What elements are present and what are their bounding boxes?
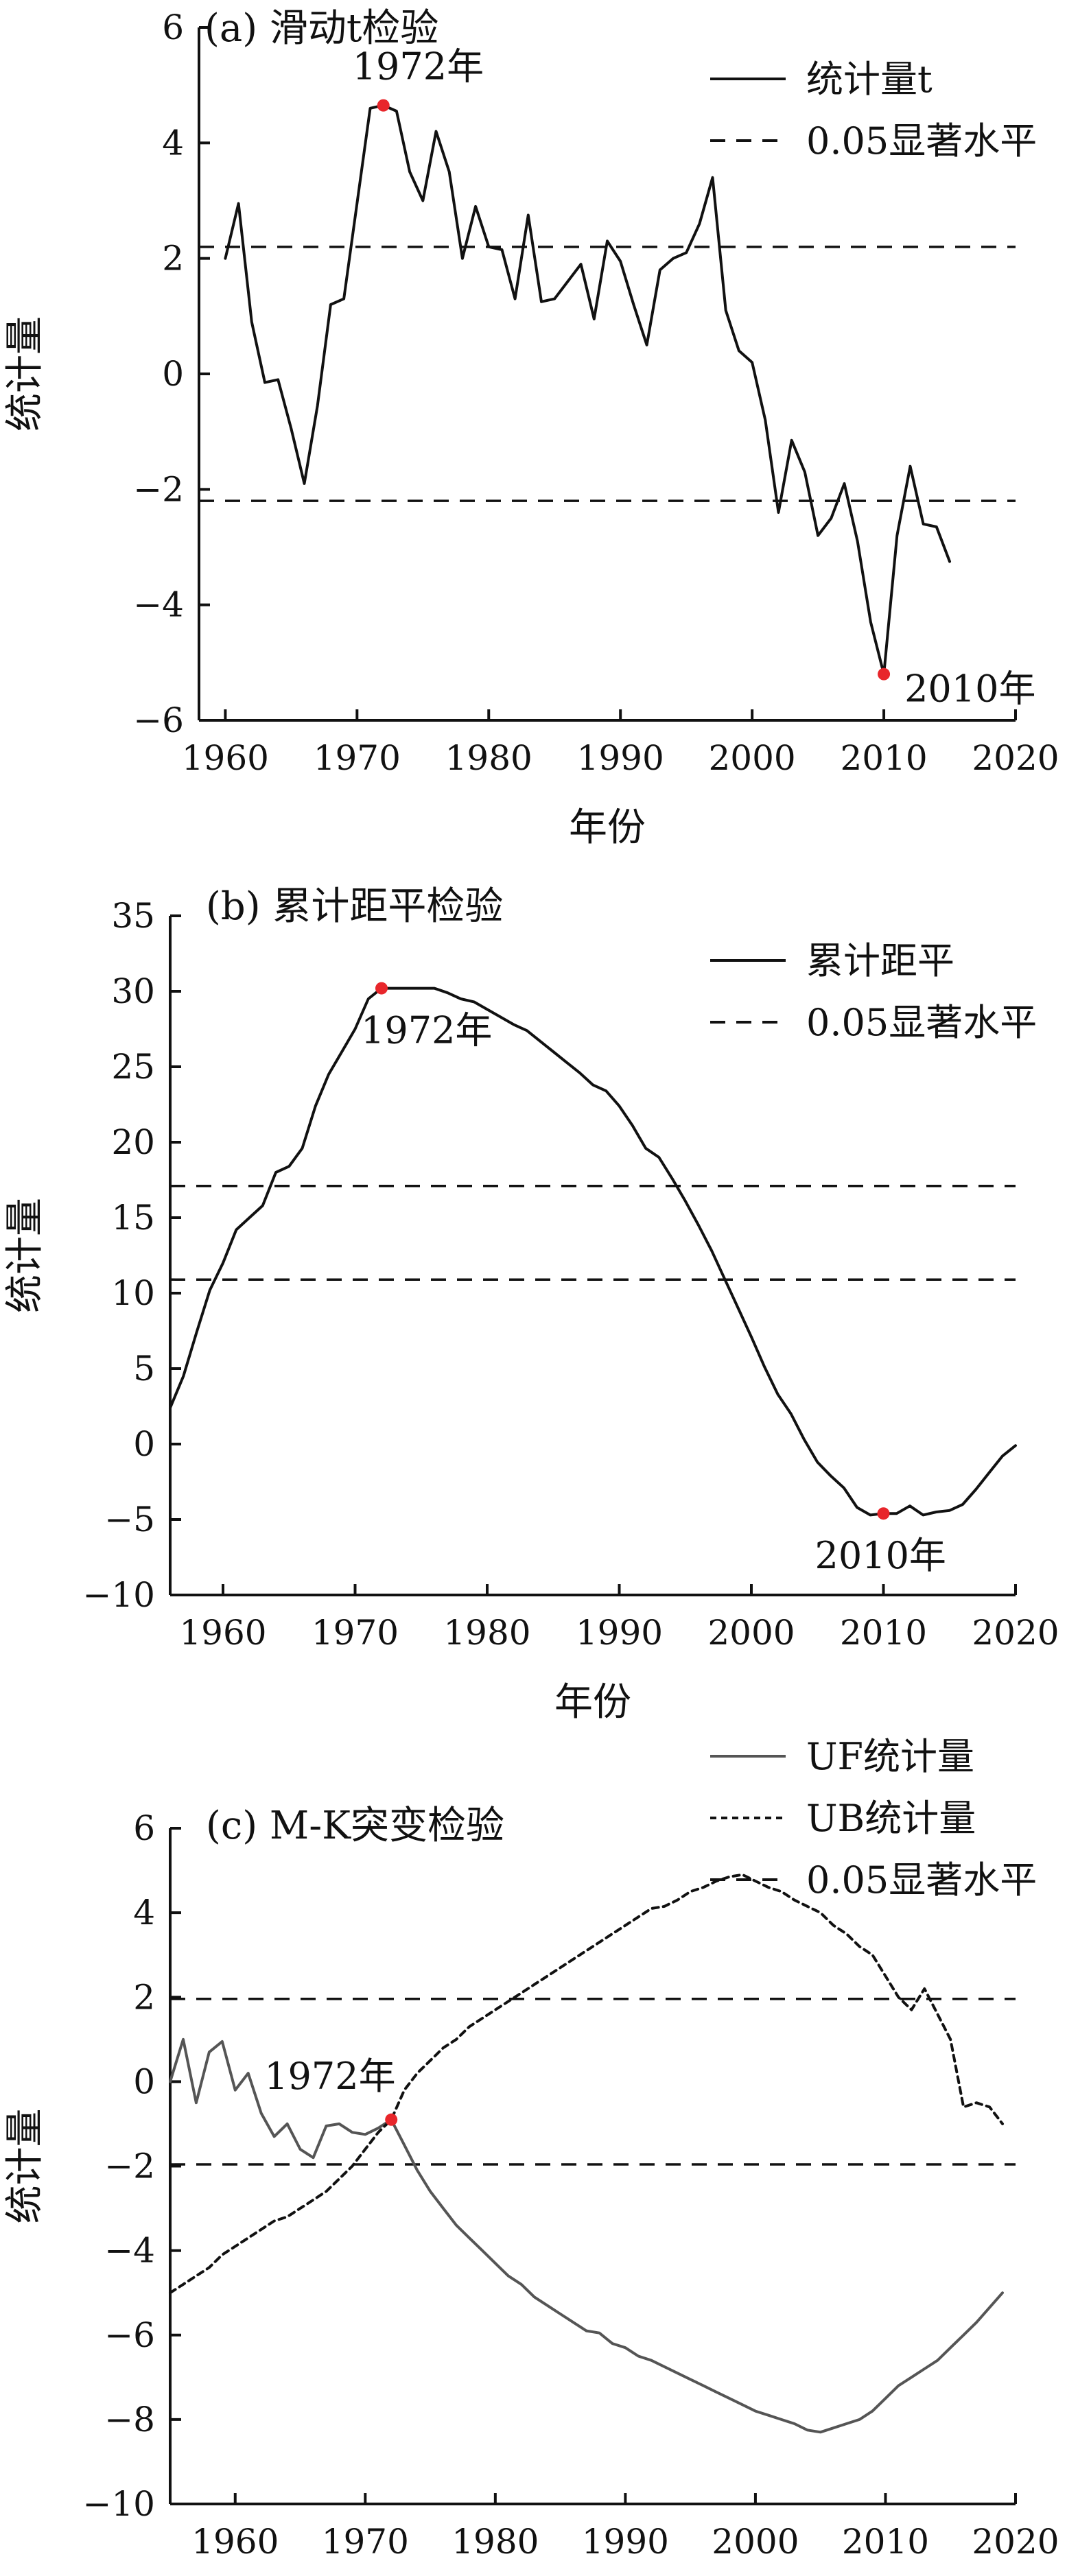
y-axis-title: 统计量: [3, 2109, 47, 2224]
y-tick-label: −10: [82, 2484, 155, 2524]
y-tick-label: 10: [111, 1273, 155, 1313]
x-tick-label: 2020: [972, 738, 1059, 778]
y-tick-label: −4: [133, 585, 184, 625]
y-tick-label: 20: [111, 1122, 155, 1162]
y-tick-label: 2: [133, 1977, 155, 2017]
x-tick-label: 2010: [840, 1613, 927, 1653]
y-tick-label: 25: [111, 1047, 155, 1087]
x-tick-label: 2000: [712, 2522, 799, 2562]
legend-label: UB统计量: [806, 1797, 976, 1840]
y-tick-label: −4: [104, 2231, 155, 2271]
panel-title: (c) M-K突变检验: [206, 1804, 504, 1848]
x-tick-label: 1970: [322, 2522, 409, 2562]
marker-annotation: 1972年: [361, 1009, 492, 1052]
y-tick-label: −10: [82, 1575, 155, 1615]
y-tick-label: 6: [133, 1808, 155, 1848]
y-tick-label: −8: [104, 2400, 155, 2439]
x-tick-label: 2020: [972, 2522, 1059, 2562]
chart-panel-c: 1960 1970 1980 1990 2000 2010 2020 6 4 2 0 −2 −4 −6 −8…: [3, 1735, 1059, 2562]
panel-title: (b) 累计距平检验: [206, 884, 503, 929]
y-tick-label: 4: [162, 123, 184, 163]
y-axis-title: 统计量: [3, 1198, 47, 1313]
marker-annotation: 1972年: [353, 45, 484, 88]
series-line-2: [169, 1873, 1004, 2295]
chart-panel-b: 1960 1970 1980 1990 2000 2010 2020 35 30 25 20 15 10…: [3, 884, 1059, 1725]
marker-point: [877, 1507, 890, 1520]
marker-annotation: 2010年: [815, 1534, 946, 1577]
marker-point: [377, 99, 390, 112]
y-tick-label: −6: [104, 2315, 155, 2355]
y-tick-label: 15: [111, 1198, 155, 1238]
y-tick-label: 2: [162, 239, 184, 279]
x-tick-label: 1970: [312, 1613, 399, 1653]
x-tick-label: 1990: [576, 1613, 663, 1653]
x-tick-label: 1980: [452, 2522, 539, 2562]
x-tick-label: 1990: [582, 2522, 669, 2562]
legend-label: 累计距平: [806, 939, 954, 982]
y-tick-label: 6: [162, 8, 184, 47]
x-tick-label: 1960: [191, 2522, 279, 2562]
marker-annotation: 2010年: [904, 667, 1035, 711]
series-line-1: [169, 2037, 1004, 2434]
x-axis-title: 年份: [554, 1680, 631, 1725]
x-tick-label: 2010: [840, 738, 927, 778]
x-tick-label: 1960: [179, 1613, 266, 1653]
marker-point: [375, 982, 388, 995]
marker-point: [878, 667, 891, 681]
legend-label: 0.05显著水平: [806, 119, 1037, 163]
y-tick-label: 35: [111, 896, 155, 936]
x-tick-label: 2000: [707, 1613, 795, 1653]
y-tick-label: −5: [104, 1500, 155, 1539]
chart-panel-a: 1960 1970 1980 1990 2000 2010 2020 6 4 2 0 −2 −4 −6 年份…: [3, 6, 1059, 850]
x-tick-label: 1980: [443, 1613, 530, 1653]
marker-annotation: 1972年: [264, 2055, 395, 2098]
y-tick-label: 4: [133, 1893, 155, 1933]
x-tick-label: 1960: [182, 738, 269, 778]
x-tick-label: 2020: [972, 1613, 1059, 1653]
y-axis-title: 统计量: [3, 316, 47, 432]
y-tick-label: 5: [133, 1349, 155, 1389]
legend-label: 0.05显著水平: [806, 1858, 1037, 1902]
y-tick-label: 0: [162, 354, 184, 394]
y-tick-label: −2: [104, 2147, 155, 2186]
marker-point: [385, 2113, 398, 2126]
x-axis-title: 年份: [569, 805, 646, 850]
x-tick-label: 2010: [842, 2522, 929, 2562]
legend-label: 0.05显著水平: [806, 1001, 1037, 1044]
series-line-1: [169, 986, 1017, 1517]
y-tick-label: 0: [133, 2061, 155, 2101]
series-line-1: [224, 104, 951, 676]
legend-label: 统计量t: [806, 58, 933, 101]
legend-label: UF统计量: [806, 1735, 974, 1778]
y-tick-label: 0: [133, 1424, 155, 1464]
x-tick-label: 2000: [709, 738, 796, 778]
x-tick-label: 1980: [445, 738, 532, 778]
x-tick-label: 1970: [314, 738, 401, 778]
y-tick-label: −6: [133, 700, 184, 740]
y-tick-label: −2: [133, 469, 184, 509]
panel-title: (a) 滑动t检验: [204, 6, 438, 51]
y-tick-label: 30: [111, 971, 155, 1011]
x-tick-label: 1990: [577, 738, 664, 778]
